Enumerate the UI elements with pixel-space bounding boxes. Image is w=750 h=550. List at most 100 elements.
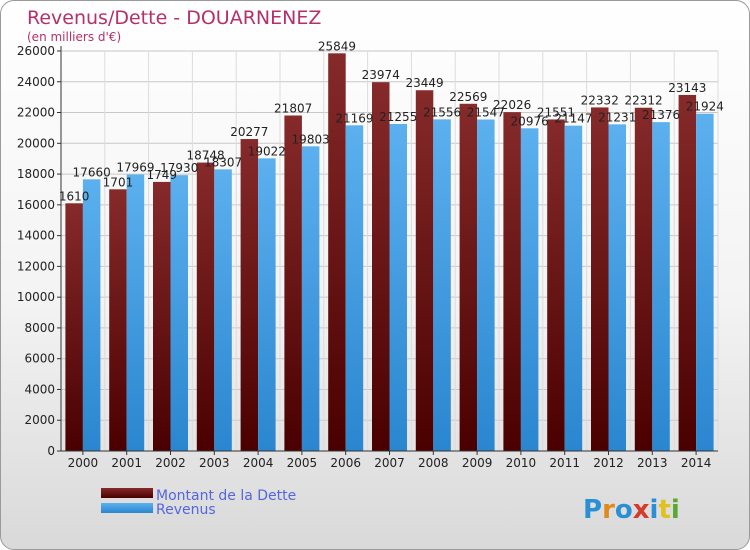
bar-debt — [415, 90, 434, 451]
x-tick-label: 2001 — [111, 456, 142, 470]
bar-debt — [678, 94, 697, 451]
logo-letter: r — [602, 495, 615, 525]
bar-debt — [196, 162, 215, 452]
bar-revenue — [82, 179, 101, 452]
x-tick-label: 2003 — [199, 456, 230, 470]
y-tick-label: 20000 — [17, 136, 55, 150]
data-label-debt: 1610 — [59, 189, 90, 203]
data-label-debt: 23143 — [668, 81, 706, 95]
bar-debt — [372, 82, 390, 452]
data-label-debt: 23974 — [362, 68, 400, 82]
data-label-debt: 21551 — [537, 105, 575, 119]
data-label-revenue: 21556 — [423, 105, 461, 119]
data-label-debt: 20277 — [230, 125, 268, 139]
data-label-revenue: 19803 — [292, 132, 330, 146]
bar-debt — [109, 189, 127, 452]
y-tick-label: 12000 — [17, 259, 55, 273]
data-label-debt: 1749 — [146, 168, 177, 182]
logo-letter: o — [615, 495, 633, 525]
data-label-revenue: 21924 — [686, 100, 724, 114]
data-label-revenue: 20976 — [511, 114, 549, 128]
bar-revenue — [258, 158, 276, 451]
legend-swatch-debt — [101, 488, 153, 498]
bar-debt — [65, 203, 83, 451]
legend-label-revenue: Revenus — [156, 502, 216, 518]
bar-revenue — [301, 146, 320, 452]
bar-revenue — [170, 175, 188, 451]
bar-revenue — [214, 169, 232, 451]
bar-revenue — [696, 113, 714, 451]
y-tick-label: 2000 — [24, 413, 55, 427]
data-label-debt: 22026 — [493, 98, 531, 112]
bar-revenue — [433, 119, 451, 451]
data-label-debt: 21807 — [274, 102, 312, 116]
data-label-revenue: 21231 — [598, 110, 636, 124]
logo-letter: P — [583, 495, 602, 525]
x-tick-label: 2012 — [593, 456, 624, 470]
axes: 0 2000 4000 6000 8000 10000 12000 14000 16000 180… — [17, 44, 718, 470]
chart-subtitle: (en milliers d'€) — [27, 30, 121, 44]
data-label-debt: 22569 — [449, 90, 487, 104]
x-tick-label: 2010 — [506, 456, 537, 470]
bar-revenue — [608, 124, 626, 451]
data-label-revenue: 17930 — [160, 161, 198, 175]
x-tick-label: 2008 — [418, 456, 449, 470]
bar-debt — [591, 107, 609, 451]
x-tick-label: 2000 — [68, 456, 99, 470]
y-tick-label: 6000 — [24, 352, 55, 366]
x-tick-label: 2007 — [374, 456, 405, 470]
y-tick-label: 18000 — [17, 167, 55, 181]
bar-revenue — [652, 122, 670, 451]
data-label-debt: 25849 — [318, 39, 356, 53]
y-tick-label: 16000 — [17, 198, 55, 212]
proxiti-logo: Proxiti — [583, 495, 680, 525]
bar-debt — [153, 181, 171, 451]
legend-label-debt: Montant de la Dette — [156, 488, 296, 504]
logo-letter: i — [671, 495, 680, 525]
data-label-debt: 22332 — [581, 93, 619, 107]
y-tick-label: 24000 — [17, 75, 55, 89]
svg-text:Proxiti: Proxiti — [583, 495, 680, 525]
legend: Montant de la Dette Revenus — [101, 488, 296, 518]
y-tick-label: 0 — [47, 444, 55, 458]
data-label-debt: 23449 — [405, 76, 443, 90]
bar-debt — [459, 103, 478, 452]
x-tick-label: 2014 — [681, 456, 712, 470]
data-label-revenue: 21255 — [379, 110, 417, 124]
data-label-revenue: 17969 — [116, 161, 154, 175]
bar-revenue — [126, 174, 145, 452]
bar-revenue — [564, 125, 583, 452]
x-tick-label: 2005 — [287, 456, 318, 470]
bar-debt — [634, 107, 653, 451]
x-tick-label: 2009 — [462, 456, 493, 470]
bar-revenue — [389, 124, 407, 451]
x-tick-label: 2013 — [637, 456, 668, 470]
y-tick-label: 4000 — [24, 382, 55, 396]
bars — [65, 53, 714, 452]
x-tick-label: 2004 — [243, 456, 274, 470]
data-label-debt: 18748 — [186, 149, 224, 163]
bar-revenue — [345, 125, 364, 452]
bar-debt — [240, 139, 259, 452]
x-tick-label: 2006 — [330, 456, 361, 470]
bar-revenue — [477, 119, 495, 451]
data-label-revenue: 21147 — [554, 112, 592, 126]
data-label-revenue: 17660 — [73, 165, 111, 179]
bar-debt — [284, 115, 302, 451]
y-tick-label: 22000 — [17, 106, 55, 120]
legend-swatch-revenue — [101, 503, 153, 513]
y-tick-label: 26000 — [17, 44, 55, 58]
x-tick-label: 2011 — [549, 456, 580, 470]
bar-debt — [328, 53, 346, 451]
x-tick-label: 2002 — [155, 456, 186, 470]
logo-letter: t — [658, 495, 670, 525]
bar-debt — [503, 112, 521, 451]
data-label-revenue: 18307 — [204, 155, 242, 169]
bar-debt — [547, 119, 565, 451]
y-tick-label: 10000 — [17, 290, 55, 304]
data-label-revenue: 19022 — [248, 144, 286, 158]
y-tick-label: 8000 — [24, 321, 55, 335]
